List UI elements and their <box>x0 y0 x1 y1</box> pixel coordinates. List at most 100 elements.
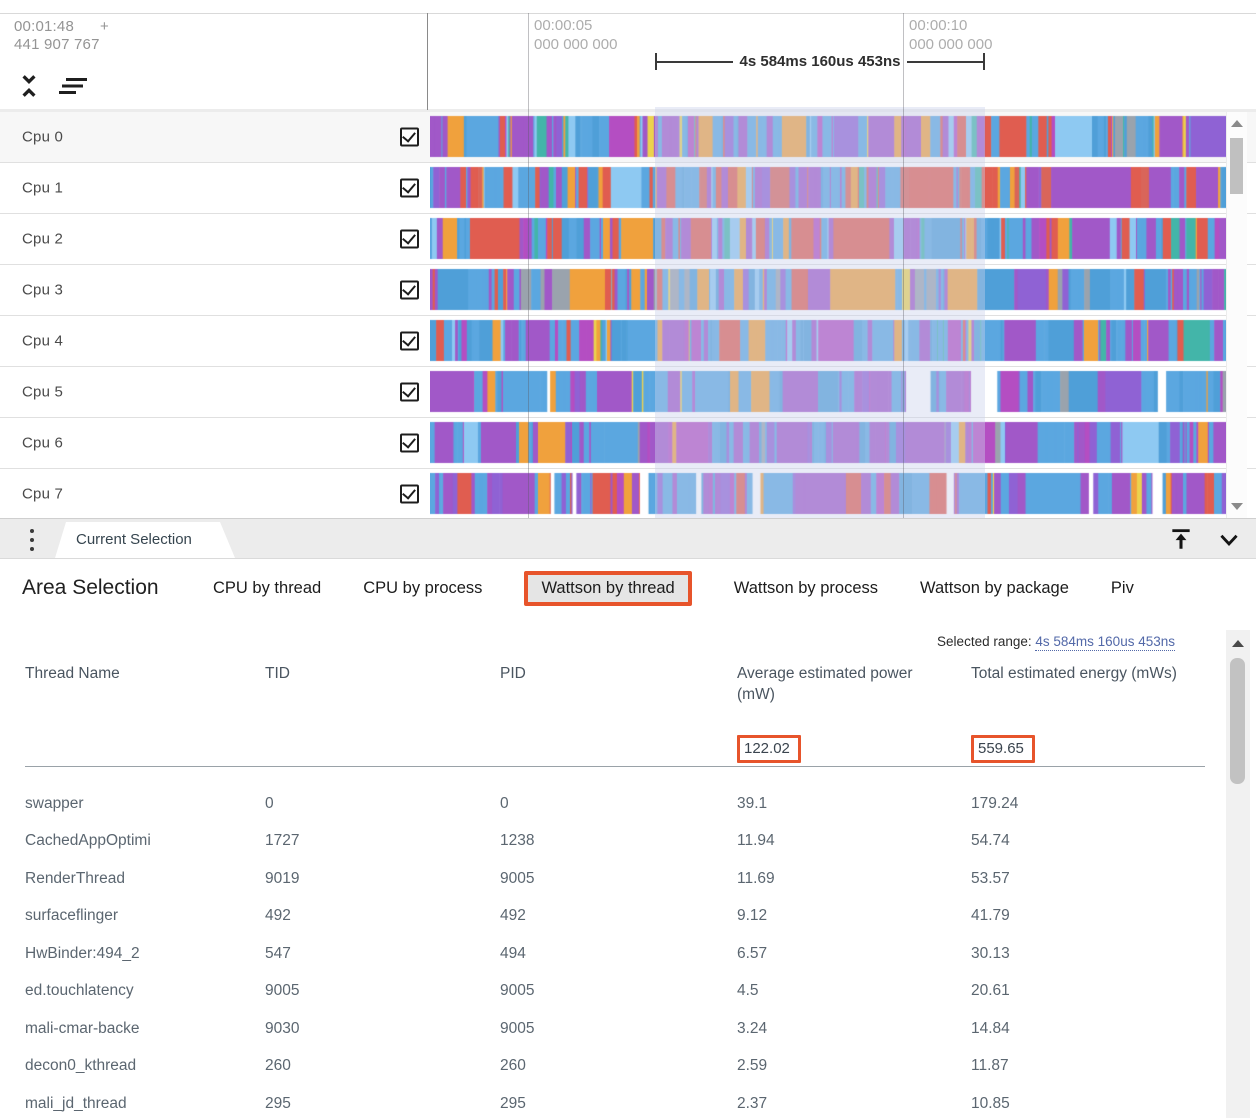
table-cell: mali-cmar-backe <box>25 1019 140 1037</box>
time-tick-label: 00:00:05 000 000 000 <box>534 17 618 53</box>
detail-tab-wattson-by-package[interactable]: Wattson by package <box>920 578 1069 597</box>
table-cell: 9030 <box>265 1019 300 1037</box>
summary-divider <box>25 766 1205 767</box>
detail-tab-cpu-by-thread[interactable]: CPU by thread <box>213 578 322 597</box>
selection-duration-label: 4s 584ms 160us 453ns <box>739 53 901 70</box>
table-scrollbar[interactable] <box>1226 630 1250 1118</box>
table-cell: HwBinder:494_2 <box>25 944 140 962</box>
table-cell: 54.74 <box>971 832 1010 850</box>
column-header: Average estimated power (mW) <box>737 665 913 703</box>
detail-tab-piv[interactable]: Piv <box>1110 578 1134 597</box>
track-name: Cpu 7 <box>22 485 64 503</box>
table-cell: 492 <box>500 907 526 925</box>
table-cell: 9019 <box>265 869 300 887</box>
table-cell: 3.24 <box>737 1019 768 1037</box>
table-cell: CachedAppOptimi <box>25 832 151 850</box>
table-row: surfaceflinger 492 492 9.12 41.79 <box>0 898 1226 936</box>
detail-tab-wattson-by-thread[interactable]: Wattson by thread <box>524 570 692 606</box>
table-cell: 179.24 <box>971 794 1019 812</box>
area-selection-overlay[interactable] <box>655 107 985 518</box>
table-cell: decon0_kthread <box>25 1057 137 1075</box>
table-row: decon0_kthread 260 260 2.59 11.87 <box>0 1048 1226 1086</box>
column-header: PID <box>500 665 526 682</box>
table-cell: 20.61 <box>971 982 1010 1000</box>
more-vert-icon[interactable] <box>24 527 40 553</box>
cpu-slices-canvas[interactable] <box>430 112 1226 518</box>
track-checkbox[interactable] <box>400 229 419 249</box>
timeline-origin: 00:01:48 + 441 907 767 <box>14 18 109 54</box>
column-header: Total estimated energy (mWs) <box>971 665 1177 682</box>
table-cell: 11.87 <box>971 1057 1009 1075</box>
table-cell: mali_jd_thread <box>25 1094 127 1112</box>
time-tick-label: 00:00:10 000 000 000 <box>909 17 993 53</box>
table-row: swapper 0 0 39.1 179.24 <box>0 785 1226 823</box>
track-checkbox[interactable] <box>400 331 419 351</box>
table-cell: 0 <box>265 794 274 812</box>
track-checkbox[interactable] <box>400 280 419 300</box>
table-cell: 39.1 <box>737 794 768 812</box>
summary-total-energy: 559.65 <box>971 735 1035 763</box>
table-cell: 494 <box>500 944 526 962</box>
track-panel-boundary <box>427 13 428 110</box>
table-cell: 2.37 <box>737 1094 768 1112</box>
table-summary-row: 122.02 559.65 <box>0 735 1251 763</box>
table-cell: 11.69 <box>737 869 775 887</box>
header-hairline <box>0 13 1256 14</box>
track-checkbox[interactable] <box>400 433 419 453</box>
scroll-up-icon[interactable] <box>1231 120 1243 127</box>
detail-panel-header: Area Selection CPU by thread CPU by proce… <box>0 559 1256 617</box>
track-name: Cpu 1 <box>22 179 64 197</box>
tab-current-selection[interactable]: Current Selection <box>55 522 235 558</box>
column-header: TID <box>265 665 290 682</box>
table-cell: 14.84 <box>971 1019 1010 1037</box>
header-bottom-strip <box>0 109 1256 112</box>
table-header-row: Thread Name TID PID Average estimated power… <box>0 663 1251 705</box>
table-cell: 4.5 <box>737 982 759 1000</box>
track-name: Cpu 2 <box>22 230 64 248</box>
track-checkbox[interactable] <box>400 127 419 147</box>
detail-tab-wattson-by-process[interactable]: Wattson by process <box>733 578 879 597</box>
table-cell: 10.85 <box>971 1094 1010 1112</box>
column-header: Thread Name <box>25 665 120 682</box>
table-cell: 9005 <box>500 982 535 1000</box>
table-cell: RenderThread <box>25 869 125 887</box>
table-body: swapper 0 0 39.1 179.24 CachedAppOptimi 1727 12… <box>0 785 1226 1118</box>
origin-time: 00:01:48 <box>14 18 74 35</box>
unfold-less-icon[interactable] <box>16 72 42 100</box>
track-checkbox[interactable] <box>400 484 419 504</box>
origin-nanos: 441 907 767 <box>14 36 100 53</box>
selected-range-label: Selected range: <box>937 634 1032 649</box>
tracks-scrollbar[interactable] <box>1226 112 1247 518</box>
selected-range: Selected range: 4s 584ms 160us 453ns <box>937 634 1175 651</box>
table-row: HwBinder:494_2 547 494 6.57 30.13 <box>0 935 1226 973</box>
time-gridline <box>903 13 904 518</box>
vertical-align-top-icon[interactable] <box>1168 526 1194 557</box>
summary-avg-power: 122.02 <box>737 735 801 763</box>
table-cell: 0 <box>500 794 509 812</box>
tracks-scrollbar-thumb[interactable] <box>1230 138 1243 194</box>
origin-plus: + <box>100 18 109 35</box>
detail-tab-cpu-by-process[interactable]: CPU by process <box>363 578 483 597</box>
sort-lines-icon[interactable] <box>56 75 90 97</box>
scroll-down-icon[interactable] <box>1231 503 1243 510</box>
table-row: CachedAppOptimi 1727 1238 11.94 54.74 <box>0 823 1226 861</box>
selection-duration-bracket: 4s 584ms 160us 453ns <box>655 53 985 70</box>
table-scrollbar-thumb[interactable] <box>1230 658 1245 784</box>
table-row: mali_jd_thread 295 295 2.37 10.85 <box>0 1085 1226 1118</box>
chevron-down-icon[interactable] <box>1216 526 1242 557</box>
table-cell: 6.57 <box>737 944 768 962</box>
table-row: RenderThread 9019 9005 11.69 53.57 <box>0 860 1226 898</box>
table-cell: 11.94 <box>737 832 775 850</box>
table-cell: 492 <box>265 907 291 925</box>
wattson-by-thread-table: Selected range: 4s 584ms 160us 453ns Thr… <box>0 617 1226 1118</box>
scroll-up-icon[interactable] <box>1232 640 1244 647</box>
table-cell: ed.touchlatency <box>25 982 134 1000</box>
table-cell: 1238 <box>500 832 535 850</box>
track-checkbox[interactable] <box>400 382 419 402</box>
table-cell: 295 <box>500 1094 526 1112</box>
table-cell: 2.59 <box>737 1057 768 1075</box>
track-checkbox[interactable] <box>400 178 419 198</box>
selected-range-value[interactable]: 4s 584ms 160us 453ns <box>1035 634 1175 651</box>
table-cell: swapper <box>25 794 84 812</box>
